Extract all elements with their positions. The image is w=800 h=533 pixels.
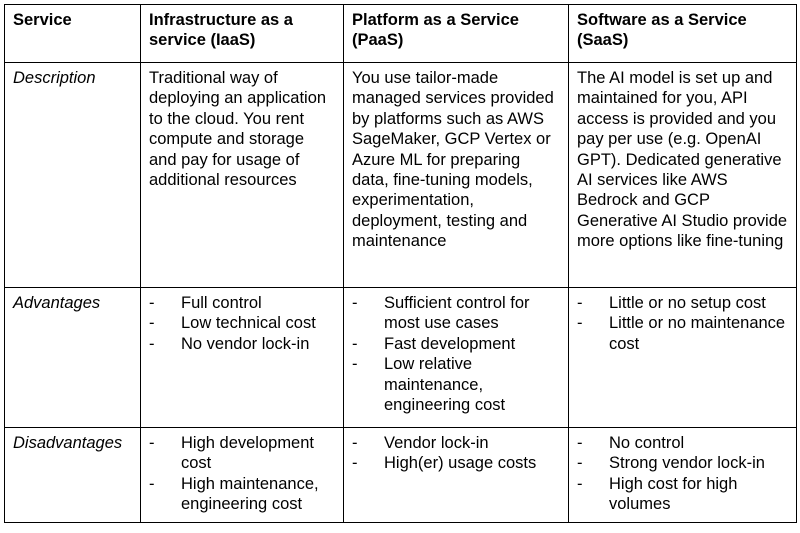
advantages-paas-cell: - Sufficient control for most use cases - F…: [343, 287, 569, 428]
bullet-marker: -: [149, 434, 155, 452]
bullet-item: - No control: [577, 433, 788, 453]
header-saas: Software as a Service (SaaS): [568, 4, 797, 63]
bullet-marker: -: [149, 314, 155, 333]
bullet-text: Strong vendor lock-in: [609, 454, 765, 473]
disadvantages-row: Disadvantages - High development cost - Hig…: [4, 427, 797, 523]
bullet-item: - No vendor lock-in: [149, 334, 335, 354]
bullet-marker: -: [577, 454, 583, 473]
advantages-row: Advantages - Full control - Low technical c…: [4, 287, 797, 428]
advantages-iaas-list: - Full control - Low technical cost - No vend…: [149, 293, 335, 354]
bullet-item: - High cost for high volumes: [577, 474, 788, 515]
disadvantages-paas-cell: - Vendor lock-in - High(er) usage costs: [343, 427, 569, 523]
advantages-saas-cell: - Little or no setup cost - Little or no ma…: [568, 287, 797, 428]
bullet-marker: -: [577, 434, 583, 452]
bullet-item: - Strong vendor lock-in: [577, 453, 788, 473]
bullet-item: - Fast development: [352, 334, 560, 354]
description-paas: You use tailor-made managed services pro…: [343, 62, 569, 288]
bullet-item: - High development cost: [149, 433, 335, 474]
bullet-text: High(er) usage costs: [384, 454, 537, 473]
bullet-item: - Full control: [149, 293, 335, 313]
bullet-text: Low technical cost: [181, 314, 316, 333]
row-label-description: Description: [4, 62, 141, 288]
row-label-disadvantages: Disadvantages: [4, 427, 141, 523]
bullet-text: Fast development: [384, 334, 516, 353]
bullet-text: High maintenance, engineering cost: [181, 474, 319, 514]
bullet-marker: -: [577, 314, 583, 333]
disadvantages-paas-list: - Vendor lock-in - High(er) usage costs: [352, 433, 560, 474]
bullet-text: No control: [609, 434, 685, 452]
bullet-marker: -: [149, 474, 155, 493]
bullet-item: - Little or no maintenance cost: [577, 313, 788, 354]
header-service: Service: [4, 4, 141, 63]
advantages-iaas-cell: - Full control - Low technical cost - No vend…: [140, 287, 344, 428]
bullet-text: Sufficient control for most use cases: [384, 294, 530, 333]
header-iaas: Infrastructure as a service (IaaS): [140, 4, 344, 63]
bullet-marker: -: [352, 434, 358, 452]
header-paas: Platform as a Service (PaaS): [343, 4, 569, 63]
bullet-marker: -: [149, 334, 155, 353]
disadvantages-iaas-list: - High development cost - High maintenance,…: [149, 433, 335, 515]
bullet-text: No vendor lock-in: [181, 334, 310, 353]
description-iaas: Traditional way of deploying an applicat…: [140, 62, 344, 288]
bullet-item: - Sufficient control for most use cases: [352, 293, 560, 334]
bullet-item: - Little or no setup cost: [577, 293, 788, 313]
advantages-paas-list: - Sufficient control for most use cases - F…: [352, 293, 560, 415]
bullet-item: - Low relative maintenance, engineering c…: [352, 354, 560, 415]
bullet-marker: -: [352, 355, 358, 374]
bullet-marker: -: [352, 454, 358, 473]
bullet-text: Little or no setup cost: [609, 294, 766, 312]
disadvantages-saas-list: - No control - Strong vendor lock-in - High c…: [577, 433, 788, 515]
bullet-text: Little or no maintenance cost: [609, 314, 786, 353]
bullet-marker: -: [577, 294, 583, 312]
disadvantages-iaas-cell: - High development cost - High maintenance,…: [140, 427, 344, 523]
bullet-marker: -: [149, 294, 155, 312]
disadvantages-saas-cell: - No control - Strong vendor lock-in - High c…: [568, 427, 797, 523]
bullet-text: Vendor lock-in: [384, 434, 489, 452]
bullet-text: Full control: [181, 294, 262, 312]
description-row: Description Traditional way of deploying…: [4, 62, 797, 288]
bullet-item: - High maintenance, engineering cost: [149, 474, 335, 515]
comparison-table: Service Infrastructure as a service (Iaa…: [4, 4, 797, 523]
bullet-text: High cost for high volumes: [609, 474, 738, 514]
advantages-saas-list: - Little or no setup cost - Little or no ma…: [577, 293, 788, 354]
bullet-item: - Low technical cost: [149, 313, 335, 333]
bullet-item: - Vendor lock-in: [352, 433, 560, 453]
bullet-text: Low relative maintenance, engineering co…: [384, 355, 506, 415]
bullet-marker: -: [577, 474, 583, 493]
bullet-text: High development cost: [181, 434, 314, 473]
bullet-marker: -: [352, 334, 358, 353]
bullet-item: - High(er) usage costs: [352, 453, 560, 473]
row-label-advantages: Advantages: [4, 287, 141, 428]
bullet-marker: -: [352, 294, 358, 312]
header-row: Service Infrastructure as a service (Iaa…: [4, 4, 797, 63]
description-saas: The AI model is set up and maintained fo…: [568, 62, 797, 288]
